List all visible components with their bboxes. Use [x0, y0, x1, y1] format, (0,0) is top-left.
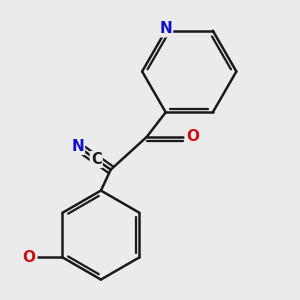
Text: N: N [71, 139, 84, 154]
Text: O: O [186, 129, 199, 144]
Text: O: O [22, 250, 35, 265]
Text: N: N [159, 21, 172, 36]
Text: C: C [91, 152, 102, 167]
